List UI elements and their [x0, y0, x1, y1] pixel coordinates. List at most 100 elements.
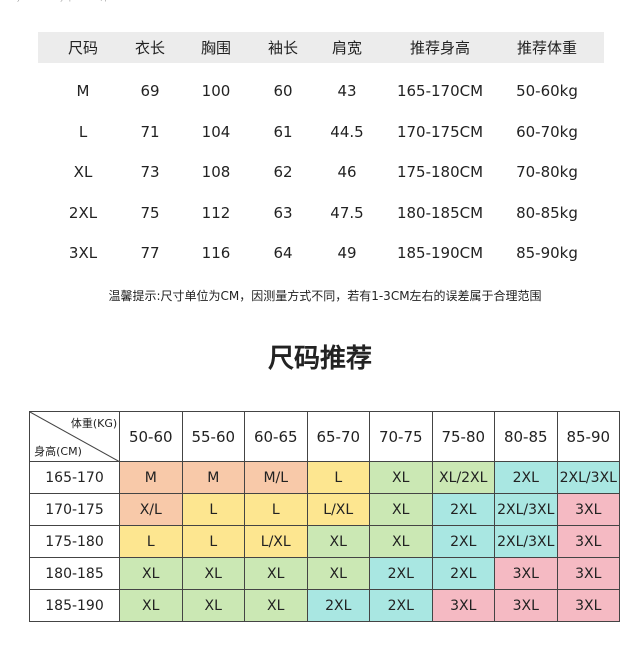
size-cell: 3XL	[68, 244, 98, 262]
top-note: If you have any questions, please contac…	[0, 0, 240, 4]
header-cell: 袖长	[267, 39, 298, 57]
size-cell: XL	[181, 557, 245, 590]
size-cell: 175-180CM	[396, 163, 484, 181]
size-cell: L	[78, 122, 88, 141]
height-label: 身高(CM)	[34, 445, 82, 458]
size-cell: 2XL/3XL	[494, 493, 558, 526]
size-cell: M	[181, 461, 245, 494]
header-cell: 胸围	[200, 39, 231, 57]
size-cell: 47.5	[330, 203, 364, 222]
size-cell: 2XL	[431, 493, 495, 526]
size-cell: 185-190CM	[396, 244, 484, 262]
size-cell: 77	[140, 244, 160, 262]
size-cell: XL/2XL	[431, 461, 495, 494]
size-cell: XL	[306, 525, 370, 558]
header-cell: 衣长	[134, 39, 165, 57]
size-cell: 60-70kg	[516, 122, 578, 141]
size-cell: XL	[181, 589, 245, 622]
size-cell: X/L	[119, 493, 183, 526]
size-cell: 3XL	[494, 557, 558, 590]
size-cell: 63	[273, 203, 293, 222]
size-cell: 108	[201, 163, 231, 181]
height-header: 175-180	[29, 525, 120, 558]
weight-label: 体重(KG)	[70, 417, 118, 430]
size-cell: 2XL	[369, 557, 433, 590]
size-cell: 112	[201, 203, 231, 222]
size-cell: XL	[306, 557, 370, 590]
title: 尺码推荐	[267, 343, 372, 374]
weight-header: 80-85	[494, 411, 558, 462]
size-cell: 62	[273, 163, 293, 181]
size-cell: 3XL	[556, 493, 620, 526]
size-cell: M/L	[244, 461, 308, 494]
size-cell: 69	[140, 82, 160, 100]
size-cell: XL	[244, 557, 308, 590]
size-cell: 2XL/3XL	[494, 525, 558, 558]
header-bg	[38, 32, 604, 63]
size-cell: 49	[337, 244, 357, 262]
size-cell: 46	[337, 163, 357, 181]
size-cell: XL	[369, 493, 433, 526]
header-cell: 肩宽	[331, 39, 362, 57]
size-cell: 165-170CM	[396, 82, 484, 100]
size-cell: 100	[201, 82, 231, 100]
weight-header: 60-65	[244, 411, 308, 462]
size-cell: 170-175CM	[396, 122, 484, 141]
size-cell: 2XL	[494, 461, 558, 494]
tip: 温馨提示:尺寸单位为CM，因测量方式不同，若有1-3CM左右的误差属于合理范围	[108, 288, 542, 303]
size-cell: 43	[337, 82, 357, 100]
corner-diagonal	[30, 412, 120, 462]
size-cell: L	[306, 461, 370, 494]
size-cell: L	[244, 493, 308, 526]
weight-header: 85-90	[556, 411, 620, 462]
size-cell: L	[181, 493, 245, 526]
size-cell: 85-90kg	[516, 244, 578, 262]
weight-header: 50-60	[119, 411, 183, 462]
header-cell: 推荐体重	[516, 39, 577, 57]
size-cell: 3XL	[556, 525, 620, 558]
size-cell: XL	[73, 163, 93, 181]
size-cell: 2XL/3XL	[556, 461, 620, 494]
weight-header: 75-80	[431, 411, 495, 462]
size-cell: L/XL	[306, 493, 370, 526]
size-cell: 180-185CM	[396, 203, 484, 222]
size-cell: 70-80kg	[516, 163, 578, 181]
size-cell: 44.5	[330, 122, 364, 141]
size-cell: 3XL	[431, 589, 495, 622]
size-cell: XL	[369, 461, 433, 494]
size-cell: 71	[140, 122, 160, 141]
size-cell: 3XL	[494, 589, 558, 622]
size-cell: 75	[140, 203, 160, 222]
size-cell: L/XL	[244, 525, 308, 558]
weight-header: 65-70	[306, 411, 370, 462]
header-cell: 推荐身高	[409, 39, 470, 57]
size-cell: L	[119, 525, 183, 558]
header-cell: 尺码	[67, 39, 98, 57]
size-cell: XL	[119, 557, 183, 590]
size-cell: 3XL	[556, 589, 620, 622]
size-cell: 73	[140, 163, 160, 181]
size-cell: 116	[201, 244, 231, 262]
height-header: 180-185	[29, 557, 120, 590]
size-cell: M	[76, 82, 90, 100]
size-cell: 104	[201, 122, 231, 141]
size-cell: XL	[369, 525, 433, 558]
weight-header: 55-60	[181, 411, 245, 462]
height-header: 165-170	[29, 461, 120, 494]
size-cell: 50-60kg	[516, 82, 578, 100]
size-cell: 2XL	[68, 203, 98, 222]
size-cell: 64	[273, 244, 293, 262]
size-cell: 2XL	[431, 557, 495, 590]
height-header: 170-175	[29, 493, 120, 526]
weight-header: 70-75	[369, 411, 433, 462]
height-header: 185-190	[29, 589, 120, 622]
size-cell: 2XL	[306, 589, 370, 622]
size-cell: 3XL	[556, 557, 620, 590]
size-cell: 2XL	[369, 589, 433, 622]
size-cell: 2XL	[431, 525, 495, 558]
size-cell: L	[181, 525, 245, 558]
size-cell: 60	[273, 82, 293, 100]
size-cell: 80-85kg	[516, 203, 578, 222]
diagonal	[30, 412, 120, 462]
